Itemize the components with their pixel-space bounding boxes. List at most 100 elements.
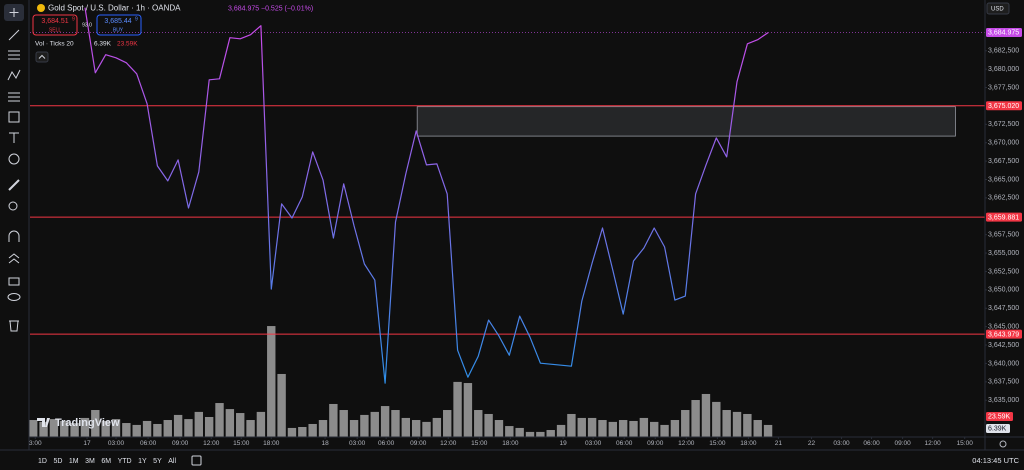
range-button[interactable]: All [168,458,176,465]
range-button[interactable]: 5D [53,458,62,465]
x-tick-label: 19 [560,440,568,447]
range-button[interactable]: 1D [38,458,47,465]
volume-bar [70,423,79,437]
x-tick-label: 06:00 [863,440,880,447]
volume-bar [287,427,297,437]
volume-bar [236,413,245,437]
volume-bar [598,420,607,437]
volume-bar [194,411,204,437]
volume-bar [153,423,162,437]
x-tick-label: 22 [808,440,816,447]
range-button[interactable]: YTD [118,458,132,465]
x-tick-label: 15:00 [471,440,488,447]
tool-shape[interactable] [8,111,20,123]
axis-settings[interactable] [999,440,1007,448]
volume-bar [101,420,110,437]
volume-bar [525,431,535,437]
volume-bar [691,400,700,437]
buy-button[interactable] [96,14,142,36]
currency-button[interactable] [986,2,1010,15]
x-tick-label: 18:00 [740,440,757,447]
x-tick-label: 09:00 [410,440,427,447]
x-tick-label: 15:00 [233,440,250,447]
level-label-box [986,212,1022,222]
volume-bar [484,413,493,437]
volume-bar [618,420,628,437]
x-tick-label: 03:00 [349,440,366,447]
volume-ma-box [986,412,1013,421]
y-tick-label: 3,650,000 [988,287,1019,294]
y-tick-label: 3,635,000 [988,397,1019,404]
range-button[interactable]: 6M [101,458,111,465]
sell-label: SELL [49,27,61,33]
volume-bar [443,410,452,437]
volume-bar [91,410,100,437]
x-tick-label: 15:00 [709,440,726,447]
range-button[interactable]: 3M [85,458,95,465]
volume-bar [29,420,38,437]
range-button[interactable]: 1Y [138,458,147,465]
volume-bar [474,410,483,437]
range-button[interactable]: 5Y [153,458,162,465]
y-tick-label: 3,680,000 [988,66,1019,73]
volume-bar [318,420,328,437]
x-tick-label: 21 [775,440,783,447]
x-tick-label: 18 [321,440,329,447]
symbol-icon [37,4,45,12]
tool-magnet[interactable] [8,230,20,242]
tool-ruler[interactable] [8,179,20,191]
x-tick-label: 3:00 [29,440,42,447]
y-tick-label: 3,682,500 [988,48,1019,55]
tool-cross[interactable] [9,8,19,17]
y-tick-label: 3,665,000 [988,176,1019,183]
x-tick-label: 09:00 [172,440,189,447]
logo-mark [37,418,50,427]
tool-icons [4,4,24,332]
zone [416,106,956,137]
date-range-icon[interactable] [191,455,202,466]
tool-trash[interactable] [9,320,19,332]
volume-bar [453,381,462,437]
volume-bar [308,423,317,437]
range-bar: 1D 5D 1M 3M 6M YTD 1Y 5Y All [38,458,176,465]
level-label-box [986,329,1022,339]
range-button[interactable]: 1M [69,458,79,465]
volume-bar [608,421,618,437]
volume-ma-label: 23.59K [988,414,1011,421]
last-price-label: 3,684.975 [988,30,1019,37]
tool-fib[interactable] [8,50,20,60]
x-tick-label: 09:00 [647,440,664,447]
level-label: 3,643.979 [988,331,1019,338]
volume-bar [225,409,235,437]
tool-emoji[interactable] [8,153,20,165]
volume-legend-ma: 23.59K [117,41,138,48]
volume-bar [567,413,576,437]
volume-bar [681,410,690,437]
last-price-box [986,28,1022,38]
volume-bar [422,421,431,437]
tool-eye[interactable] [7,293,21,301]
volume-bar [60,420,69,437]
tool-text[interactable] [9,132,19,143]
volume-bar [650,421,659,437]
tool-stay[interactable] [8,253,20,264]
volume-bar [360,414,369,437]
x-tick-label: 12:00 [678,440,695,447]
volume-bar [215,403,224,437]
volume-bar [629,420,638,437]
y-tick-label: 3,640,000 [988,360,1019,367]
x-tick-label: 18:00 [263,440,280,447]
tool-lock[interactable] [8,277,20,286]
volume-bar [763,424,773,437]
volume-bar [701,393,711,437]
volume-bar [122,423,131,437]
tool-forecast[interactable] [8,92,20,102]
tool-pattern[interactable] [7,69,21,81]
toolbar [0,0,29,450]
sell-button[interactable] [32,14,78,36]
tool-line[interactable] [8,29,20,41]
buy-sup: 9 [135,16,138,22]
tool-zoom[interactable] [8,201,18,211]
volume-bar [743,413,752,437]
collapse-button[interactable] [35,51,49,63]
